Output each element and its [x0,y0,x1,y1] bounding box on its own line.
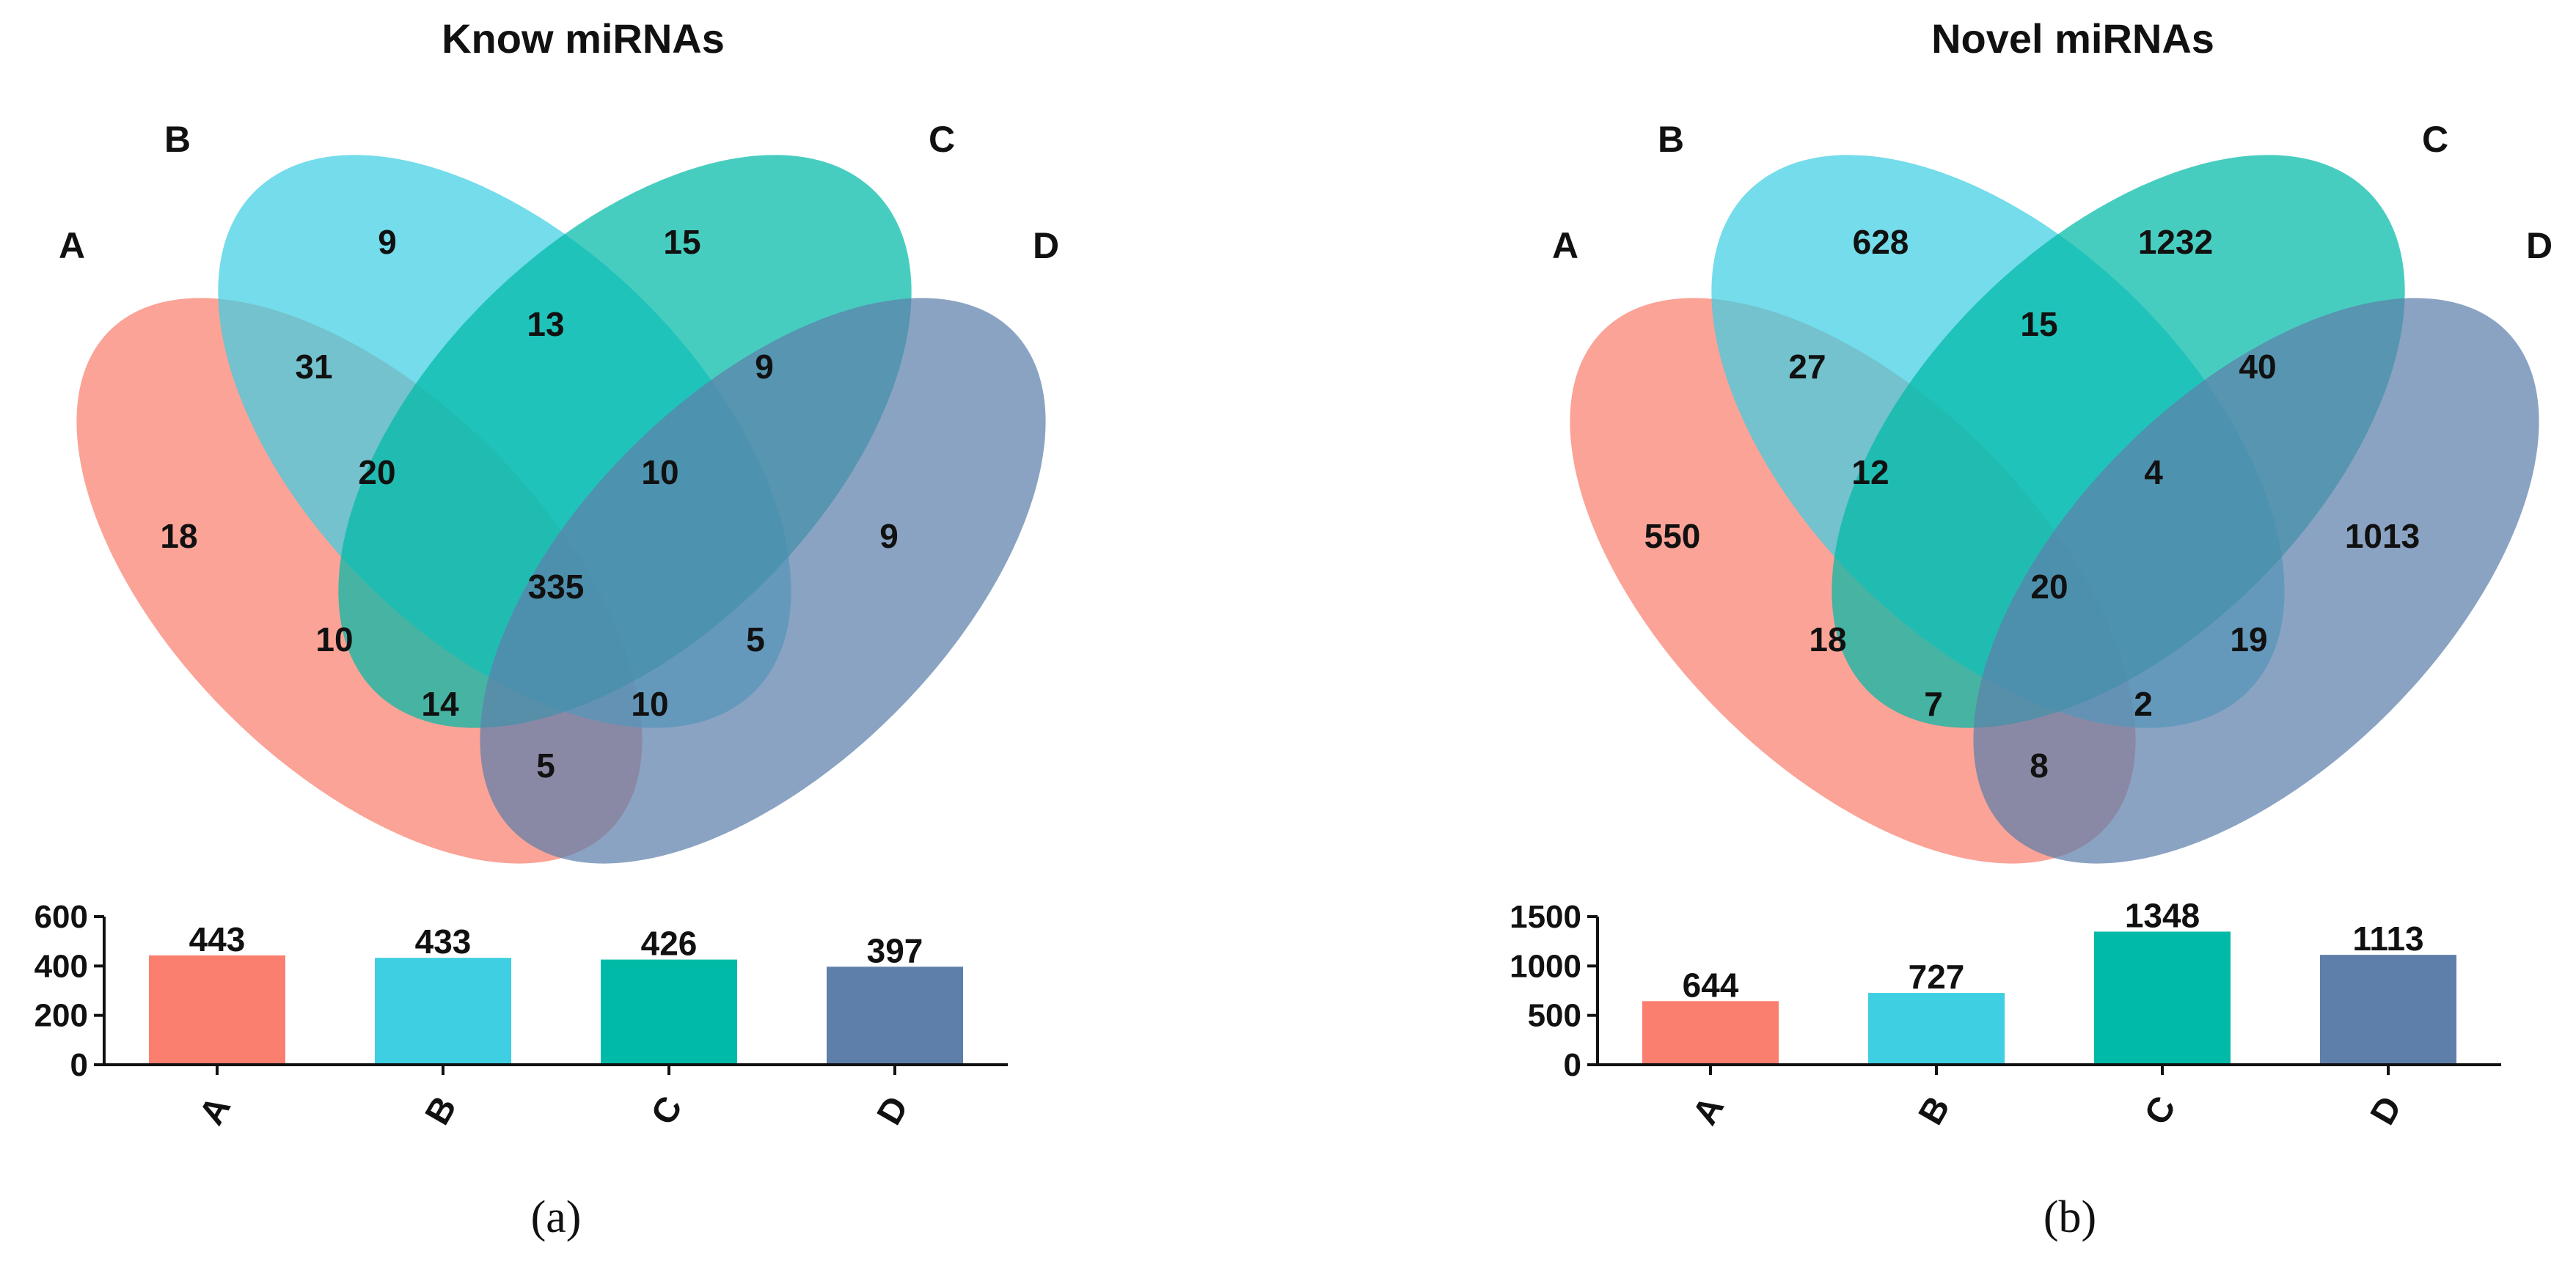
venn-set-label-a: A [1552,225,1578,266]
venn-region-bd: 5 [746,620,765,658]
bar-value-label-c: 426 [641,925,698,963]
venn-region-abd: 10 [631,685,668,723]
venn-ellipses [76,155,1046,864]
bar-value-label-c: 1348 [2125,896,2200,934]
venn-region-d: 1013 [2345,517,2420,555]
venn-region-bcd: 4 [2144,453,2163,491]
venn-region-acd: 7 [1924,685,1943,723]
venn-region-bcd: 10 [641,453,678,491]
venn-set-label-d: D [2526,225,2553,266]
venn-region-c: 15 [663,223,700,261]
y-tick-label: 1500 [1510,899,1581,935]
venn-region-ac: 18 [1809,620,1846,658]
chart-title: Novel miRNAs [1931,15,2214,62]
venn-region-bd: 19 [2230,620,2267,658]
venn-ellipses [1570,155,2539,864]
bar-value-label-b: 727 [1909,958,1965,996]
venn-region-b: 9 [378,223,397,261]
venn-set-c [338,155,912,728]
y-tick-label: 200 [34,998,88,1034]
bar-b [375,958,511,1065]
venn-set-c [1832,155,2405,728]
venn-region-abcd: 20 [2030,568,2068,606]
venn-set-label-c: C [2422,119,2448,160]
x-tick-label-c: C [644,1090,690,1131]
venn-region-a: 550 [1644,517,1701,555]
bar-d [2320,955,2456,1065]
venn-region-abc: 20 [358,453,395,491]
venn-region-bc: 13 [527,305,564,343]
bar-value-label-d: 1113 [2352,920,2423,958]
venn-region-ad: 8 [2030,746,2049,785]
venn-set-label-b: B [1658,119,1684,160]
bar-a [1642,1001,1779,1065]
venn-region-cd: 9 [755,348,774,386]
y-tick-label: 1000 [1510,948,1581,984]
bar-value-label-b: 433 [415,922,472,961]
venn-region-ac: 10 [315,620,353,658]
x-tick-label-d: D [2363,1090,2409,1131]
bar-c [2094,931,2231,1065]
y-tick-label: 0 [70,1047,88,1083]
venn-set-d [1973,298,2539,864]
set-size-bar-chart: 644 A 727 B 1348 C 1113 D 0 500 1000 1500 [1510,896,2501,1131]
x-tick-label-a: A [1686,1090,1732,1131]
venn-region-d: 9 [879,517,899,555]
x-tick-label-b: B [418,1090,464,1131]
venn-set-label-a: A [59,225,85,266]
venn-set-label-c: C [929,119,955,160]
bar-b [1868,993,2005,1065]
panel-caption: (b) [2043,1192,2096,1242]
venn-region-abd: 2 [2134,685,2153,723]
bar-value-label-d: 397 [867,931,923,969]
x-tick-label-d: D [870,1090,916,1131]
venn-region-ab: 27 [1788,348,1826,386]
venn-region-abc: 12 [1851,453,1889,491]
y-tick-label: 600 [34,899,88,935]
venn-set-label-b: B [164,119,191,160]
venn-region-ab: 31 [295,348,332,386]
venn-region-b: 628 [1853,223,1909,261]
bar-value-label-a: 443 [189,920,246,958]
x-tick-label-a: A [192,1090,238,1131]
bar-value-label-a: 644 [1683,966,1739,1004]
venn-region-a: 18 [160,517,197,555]
bar-d [827,966,963,1065]
x-tick-label-c: C [2137,1090,2184,1131]
panel-caption: (a) [531,1192,582,1242]
venn-region-cd: 40 [2239,348,2276,386]
venn-region-c: 1232 [2138,223,2213,261]
bar-c [601,959,737,1065]
panel-a: Know miRNAs A B C D 18 9 15 9 31 13 9 10 5 5 20 10 14 10 33… [34,15,1059,1242]
y-tick-label: 500 [1528,998,1581,1034]
chart-title: Know miRNAs [442,15,725,62]
bar-a [149,955,285,1065]
venn-region-acd: 14 [421,685,459,723]
y-tick-label: 400 [34,948,88,984]
x-tick-label-b: B [1911,1090,1958,1131]
venn-region-ad: 5 [536,746,555,785]
venn-set-d [480,298,1046,864]
venn-region-bc: 15 [2020,305,2057,343]
set-size-bar-chart: 443 A 433 B 426 C 397 D 0 200 400 600 [34,899,1008,1131]
venn-set-label-d: D [1033,225,1059,266]
y-tick-label: 0 [1564,1047,1581,1083]
venn-region-abcd: 335 [528,568,585,606]
